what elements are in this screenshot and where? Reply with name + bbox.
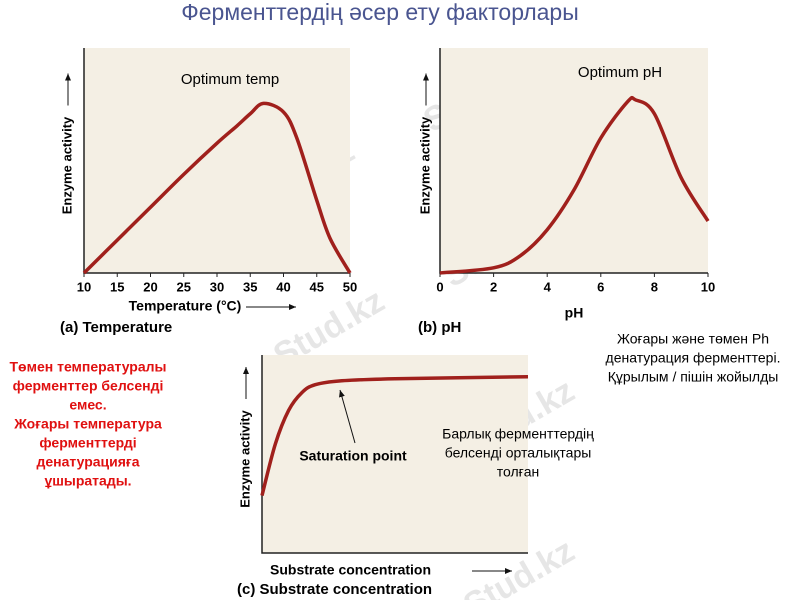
slide-title: Ферменттердің әсер ету факторлары	[181, 0, 578, 25]
x-tick-label: 25	[177, 279, 191, 294]
left-note-line: денатурацияға	[36, 454, 139, 470]
x-tick-label: 0	[436, 279, 443, 294]
right-note-line: Жоғары және төмен Ph	[617, 331, 769, 347]
x-axis-label: Temperature (°C)	[129, 298, 242, 314]
x-axis-label: Substrate concentration	[270, 562, 431, 578]
note-line: толған	[497, 464, 540, 480]
annotation: Optimum temp	[181, 71, 279, 88]
x-tick-label: 15	[110, 279, 124, 294]
x-tick-label: 6	[597, 279, 604, 294]
x-tick-label: 8	[651, 279, 658, 294]
left-note-line: ферменттерді	[39, 435, 136, 451]
right-note-line: Құрылым / пішін жойылды	[608, 369, 779, 385]
note-line: белсенді орталықтары	[445, 445, 592, 461]
x-tick-label: 10	[701, 279, 715, 294]
x-tick-label: 40	[276, 279, 290, 294]
right-note-line: денатурация ферменттері.	[606, 350, 781, 366]
left-note-line: Жоғары температура	[13, 416, 162, 432]
left-note-line: ұшыратады.	[44, 473, 131, 489]
y-axis-label: Enzyme activity	[59, 116, 74, 214]
left-note-line: Төмен температуралы	[10, 359, 167, 375]
x-axis-label: pH	[565, 305, 584, 321]
x-tick-label: 20	[143, 279, 157, 294]
activity-curve	[82, 101, 352, 275]
x-tick-label: 10	[77, 279, 91, 294]
axes	[261, 355, 528, 554]
x-tick-label: 4	[544, 279, 552, 294]
x-tick-label: 50	[343, 279, 357, 294]
left-note-line: емес.	[69, 397, 106, 413]
x-tick-label: 2	[490, 279, 497, 294]
activity-curve	[260, 375, 529, 497]
x-tick-label: 35	[243, 279, 257, 294]
note-line: Барлық ферменттердің	[442, 426, 594, 442]
left-note-line: ферменттер белсенді	[13, 378, 164, 394]
y-axis-label: Enzyme activity	[237, 409, 252, 507]
x-tick-label: 30	[210, 279, 224, 294]
activity-curve	[439, 95, 710, 275]
chart-caption: (c) Substrate concentration	[237, 581, 432, 598]
annotation: Saturation point	[299, 448, 407, 464]
chart-caption: (a) Temperature	[60, 319, 172, 336]
annotation: Optimum pH	[578, 64, 662, 81]
chart-caption: (b) pH	[418, 319, 461, 336]
annotation-arrow	[339, 389, 356, 444]
y-axis-label: Enzyme activity	[417, 116, 432, 214]
plot-area	[440, 48, 708, 273]
x-tick-label: 45	[310, 279, 324, 294]
